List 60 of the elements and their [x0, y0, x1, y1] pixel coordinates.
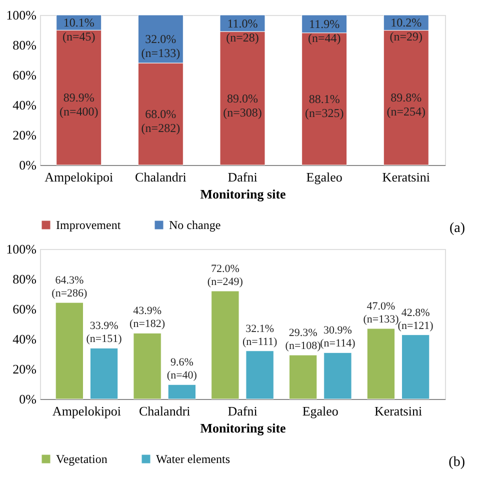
y-tick-label: 100% — [6, 242, 37, 256]
legend-label: Improvement — [56, 218, 122, 232]
y-tick-label: 0% — [19, 392, 37, 406]
x-tick-label: Egaleo — [302, 404, 338, 418]
y-tick-label: 100% — [6, 8, 37, 22]
x-tick-label: Chalandri — [138, 404, 191, 418]
y-tick-label: 80% — [12, 272, 37, 286]
y-tick-label: 60% — [12, 302, 37, 316]
data-label: 42.8% (n=121) — [398, 306, 434, 332]
y-tick-label: 60% — [12, 68, 37, 82]
bar — [90, 348, 118, 400]
y-tick-label: 20% — [12, 362, 37, 376]
bar — [133, 332, 162, 400]
y-tick-label: 40% — [12, 332, 37, 346]
data-label: 88.1% (n=325) — [304, 92, 344, 120]
bar — [366, 328, 396, 400]
data-label: 64.3% (n=286) — [52, 274, 88, 300]
x-axis-title: Monitoring site — [200, 186, 286, 202]
bar — [246, 350, 274, 400]
text: (b) — [448, 455, 466, 470]
bar — [55, 302, 84, 400]
data-label: 33.9% (n=151) — [86, 320, 122, 346]
data-label: 89.8% (n=254) — [386, 90, 426, 119]
x-tick-label: Ampelokipoi — [44, 170, 114, 184]
legend-label: Vegetation — [56, 452, 108, 466]
text: (a) — [449, 221, 466, 236]
x-axis-title: Monitoring site — [200, 420, 286, 436]
data-label: 72.0% (n=249) — [207, 263, 244, 288]
bar — [324, 352, 352, 400]
bar — [168, 384, 196, 400]
data-label: 32.1% (n=111) — [242, 322, 278, 348]
x-tick-label: Dafni — [228, 170, 258, 184]
data-label: 89.9% (n=400) — [59, 90, 98, 119]
bar — [288, 354, 318, 400]
x-tick-label: Keratsini — [382, 170, 430, 184]
y-tick-label: 80% — [12, 38, 37, 52]
bar — [211, 290, 240, 400]
data-label: 47.0% (n=133) — [363, 300, 400, 326]
data-label: 89.0% (n=308) — [223, 91, 262, 120]
x-tick-label: Egaleo — [306, 170, 342, 184]
data-label: 29.3% (n=108) — [285, 327, 322, 352]
y-tick-label: 20% — [12, 128, 37, 142]
x-tick-label: Chalandri — [135, 170, 187, 184]
y-tick-label: 0% — [19, 158, 37, 172]
y-tick-label: 40% — [12, 98, 37, 112]
data-label: 68.0% (n=282) — [141, 107, 180, 135]
bar — [401, 334, 430, 400]
x-tick-label: Keratsini — [374, 404, 422, 418]
data-label: 11.9% (n=44) — [308, 16, 341, 45]
data-label: 30.9% (n=114) — [320, 324, 356, 350]
data-label: 10.2% (n=29) — [390, 16, 423, 44]
x-tick-label: Ampelokipoi — [52, 404, 122, 418]
legend-label: Water elements — [156, 452, 230, 466]
data-label: 9.6% (n=40) — [166, 356, 198, 382]
data-label: 10.1% (n=45) — [62, 16, 96, 44]
data-label: 43.9% (n=182) — [130, 305, 166, 330]
legend-label: No change — [169, 218, 221, 232]
data-label: 32.0% (n=133) — [141, 32, 180, 60]
x-tick-label: Dafni — [228, 404, 258, 418]
data-label: 11.0% (n=28) — [226, 16, 259, 44]
